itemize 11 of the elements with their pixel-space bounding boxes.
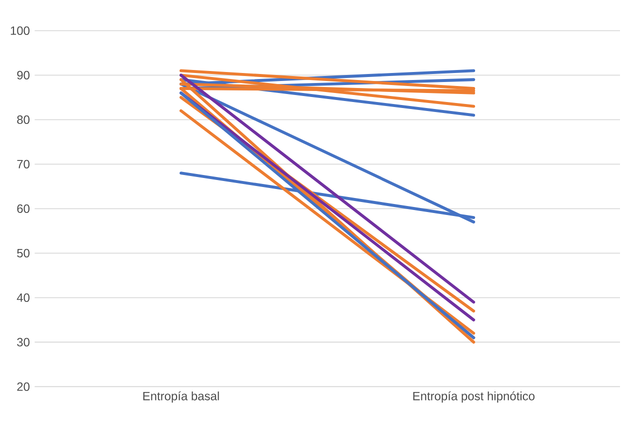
y-tick-label: 20 (17, 382, 30, 391)
y-tick-label: 30 (17, 338, 30, 346)
x-tick-label: Entropía basal (143, 391, 219, 403)
x-tick-label: Entropía post hipnótico (413, 391, 535, 403)
y-tick-label: 90 (17, 70, 30, 80)
y-tick-label: 60 (17, 204, 30, 213)
y-tick-label: 80 (17, 115, 30, 124)
y-tick-label: 70 (17, 160, 30, 168)
y-tick-label: 50 (17, 248, 30, 258)
y-tick-label: 100 (10, 26, 30, 35)
y-tick-label: 40 (16, 293, 30, 302)
